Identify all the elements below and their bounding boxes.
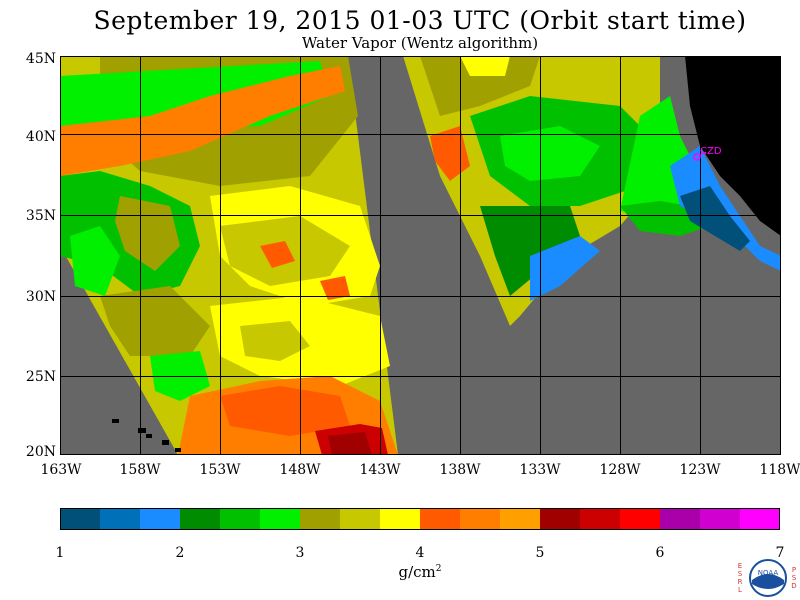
colorbar-segment bbox=[100, 508, 141, 530]
lat-label-20n: 20N bbox=[25, 444, 56, 460]
colorbar-tick-2: 2 bbox=[175, 545, 185, 561]
lat-label-40n: 40N bbox=[25, 129, 56, 145]
water-vapor-colorbar bbox=[60, 508, 780, 530]
map-title: September 19, 2015 01-03 UTC (Orbit star… bbox=[93, 6, 747, 35]
units-exponent: 2 bbox=[435, 564, 442, 574]
colorbar-segment bbox=[740, 508, 780, 530]
colorbar-segment bbox=[660, 508, 701, 530]
colorbar-tick-1: 1 bbox=[55, 545, 65, 561]
colorbar-segment bbox=[620, 508, 661, 530]
lat-label-35n: 35N bbox=[25, 208, 56, 224]
lon-label-163w: 163W bbox=[40, 462, 82, 478]
lon-label-143w: 143W bbox=[359, 462, 401, 478]
map-subtitle: Water Vapor (Wentz algorithm) bbox=[301, 34, 539, 52]
colorbar-segment bbox=[700, 508, 741, 530]
colorbar-tick-5: 5 bbox=[535, 545, 545, 561]
colorbar-segment bbox=[60, 508, 101, 530]
colorbar-frame bbox=[60, 508, 780, 530]
station-label: CZD bbox=[700, 146, 722, 157]
lon-label-133w: 133W bbox=[519, 462, 561, 478]
colorbar-tick-7: 7 bbox=[775, 545, 785, 561]
svg-text:NOAA: NOAA bbox=[758, 569, 779, 577]
lon-label-158w: 158W bbox=[119, 462, 161, 478]
island-chain bbox=[112, 419, 181, 452]
noaa-emblem-icon: NOAA bbox=[749, 559, 787, 597]
units-base: g/cm bbox=[398, 563, 436, 581]
colorbar-segment bbox=[540, 508, 581, 530]
lat-label-25n: 25N bbox=[25, 369, 56, 385]
colorbar-tick-4: 4 bbox=[415, 545, 425, 561]
colorbar-units: g/cm2 bbox=[370, 563, 470, 581]
lon-label-148w: 148W bbox=[279, 462, 321, 478]
colorbar-segment bbox=[580, 508, 621, 530]
colorbar-tick-6: 6 bbox=[655, 545, 665, 561]
colorbar-segment bbox=[380, 508, 421, 530]
lat-label-45n: 45N bbox=[25, 51, 56, 67]
lon-label-118w: 118W bbox=[759, 462, 800, 478]
colorbar-segment bbox=[340, 508, 381, 530]
coastal-strip bbox=[620, 56, 781, 455]
lat-lon-grid bbox=[60, 56, 781, 455]
colorbar-segment bbox=[300, 508, 341, 530]
lon-label-138w: 138W bbox=[439, 462, 481, 478]
colorbar-segment bbox=[140, 508, 181, 530]
colorbar-segment bbox=[180, 508, 221, 530]
colorbar-segment bbox=[220, 508, 261, 530]
water-vapor-map: CZD bbox=[60, 56, 781, 455]
colorbar-segment bbox=[460, 508, 501, 530]
colorbar-segment bbox=[500, 508, 541, 530]
station-czd-marker: CZD bbox=[693, 146, 722, 161]
lat-label-30n: 30N bbox=[25, 289, 56, 305]
land-mass bbox=[685, 56, 781, 236]
lon-label-128w: 128W bbox=[599, 462, 641, 478]
colorbar-segment bbox=[260, 508, 301, 530]
colorbar-tick-3: 3 bbox=[295, 545, 305, 561]
lon-label-123w: 123W bbox=[679, 462, 721, 478]
lon-label-153w: 153W bbox=[199, 462, 241, 478]
colorbar-segment bbox=[420, 508, 461, 530]
